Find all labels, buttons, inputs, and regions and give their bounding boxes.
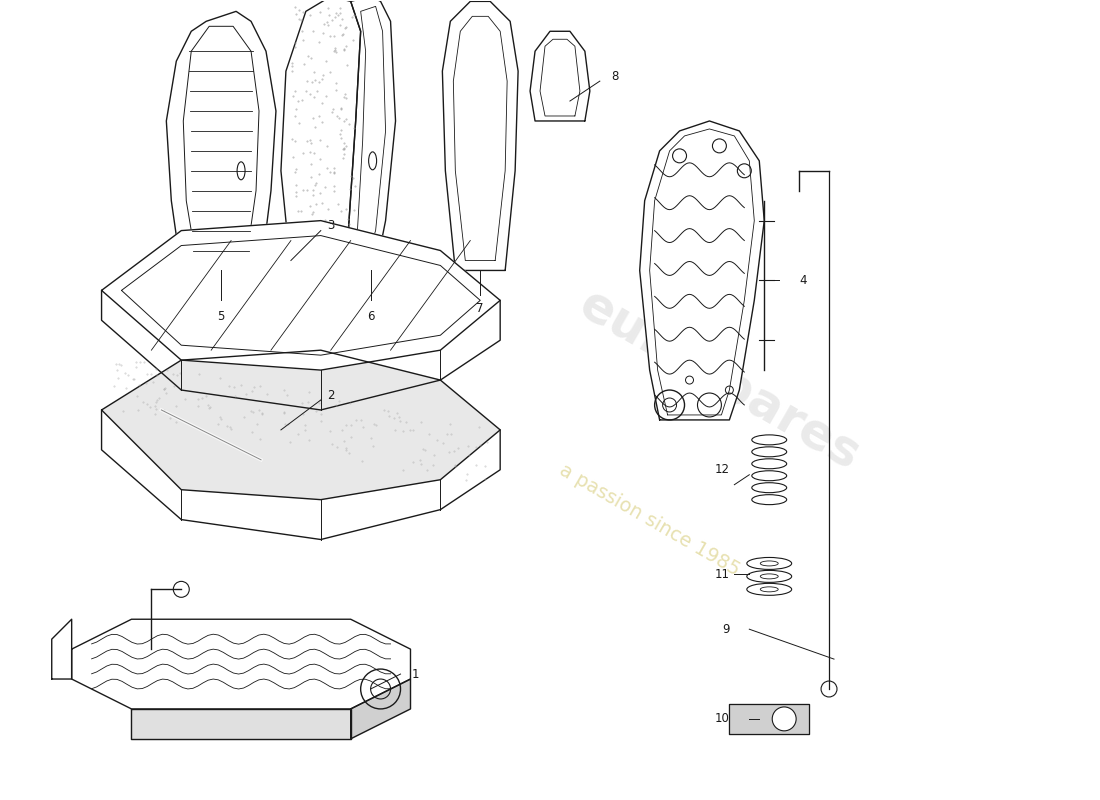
Text: 3: 3 xyxy=(327,219,334,232)
Text: 7: 7 xyxy=(476,302,484,315)
Text: 8: 8 xyxy=(612,70,618,82)
Text: 9: 9 xyxy=(722,622,729,636)
Polygon shape xyxy=(132,709,351,739)
Polygon shape xyxy=(280,0,361,270)
Text: 4: 4 xyxy=(799,274,806,287)
Ellipse shape xyxy=(747,558,792,570)
Circle shape xyxy=(772,707,796,731)
Polygon shape xyxy=(345,0,396,270)
Polygon shape xyxy=(351,679,410,739)
Text: 11: 11 xyxy=(714,568,729,581)
Polygon shape xyxy=(640,121,764,420)
Polygon shape xyxy=(52,619,72,679)
Polygon shape xyxy=(729,704,810,734)
Ellipse shape xyxy=(747,570,792,582)
Text: 10: 10 xyxy=(715,712,729,726)
Polygon shape xyxy=(530,31,590,121)
Text: 6: 6 xyxy=(367,310,374,323)
Polygon shape xyxy=(166,11,276,270)
Text: 1: 1 xyxy=(411,667,419,681)
Text: eurospares: eurospares xyxy=(571,280,868,480)
Text: 5: 5 xyxy=(218,310,224,323)
Text: 2: 2 xyxy=(327,389,334,402)
Text: 12: 12 xyxy=(714,463,729,476)
Polygon shape xyxy=(101,221,500,370)
Text: a passion since 1985: a passion since 1985 xyxy=(557,460,744,579)
Ellipse shape xyxy=(747,583,792,595)
Polygon shape xyxy=(101,350,500,500)
Polygon shape xyxy=(72,619,410,709)
Polygon shape xyxy=(442,2,518,270)
